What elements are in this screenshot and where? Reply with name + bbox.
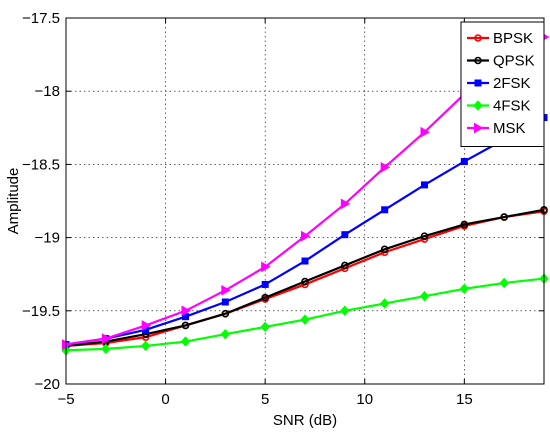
legend-item-4fsk: 4FSK xyxy=(467,98,531,115)
legend-item-2fsk: 2FSK xyxy=(467,75,531,92)
data-point-2fsk xyxy=(261,280,269,288)
series-line-qpsk xyxy=(65,208,545,348)
series-4fsk xyxy=(61,273,549,356)
axis-ticks xyxy=(65,17,544,385)
y-tick-label: −20 xyxy=(35,376,60,393)
legend-item-msk: MSK xyxy=(467,120,526,137)
x-tick-label: 5 xyxy=(261,391,269,408)
data-point-2fsk xyxy=(221,298,229,306)
data-point-qpsk xyxy=(301,277,309,286)
legend-marker-bpsk xyxy=(474,34,482,42)
data-point-msk xyxy=(181,305,192,317)
data-point-msk xyxy=(380,161,391,173)
legend-item-bpsk: BPSK xyxy=(467,30,533,47)
data-point-qpsk xyxy=(341,261,349,270)
data-point-msk xyxy=(261,261,271,273)
data-point-4fsk xyxy=(340,305,350,317)
legend-label-2fsk: 2FSK xyxy=(493,75,531,92)
data-point-4fsk xyxy=(220,328,231,340)
y-tick-label: −17.5 xyxy=(22,10,60,27)
legend: BPSK QPSK 2FSK 4FSK MSK xyxy=(460,21,545,147)
legend-marker-qpsk xyxy=(474,56,482,65)
data-point-4fsk xyxy=(180,336,191,347)
legend-marker-2fsk xyxy=(474,79,482,87)
legend-label-4fsk: 4FSK xyxy=(493,98,531,115)
data-point-2fsk xyxy=(381,206,389,214)
data-point-qpsk xyxy=(420,232,429,240)
data-point-4fsk xyxy=(260,321,270,333)
data-point-qpsk xyxy=(460,220,469,229)
data-point-2fsk xyxy=(460,157,468,165)
y-tick-label: −19.5 xyxy=(22,303,60,320)
data-point-2fsk xyxy=(341,231,349,239)
data-point-4fsk xyxy=(101,343,111,355)
data-point-4fsk xyxy=(379,298,390,309)
data-point-4fsk xyxy=(499,277,509,289)
data-point-4fsk xyxy=(459,283,470,295)
data-point-qpsk xyxy=(261,293,269,302)
data-point-2fsk xyxy=(301,257,309,265)
legend-label-msk: MSK xyxy=(493,120,526,137)
y-tick-label: −18.5 xyxy=(22,156,60,173)
data-point-msk xyxy=(420,126,431,138)
y-tick-label: −19 xyxy=(35,230,60,247)
data-point-4fsk xyxy=(300,314,310,325)
data-point-msk xyxy=(141,320,152,331)
legend-item-qpsk: QPSK xyxy=(467,53,535,70)
data-point-msk xyxy=(221,284,231,296)
x-tick-label: 10 xyxy=(356,391,373,408)
legend-label-bpsk: BPSK xyxy=(493,30,533,47)
legend-marker-4fsk xyxy=(473,100,483,111)
legend-marker-msk xyxy=(474,122,484,134)
y-tick-label: −18 xyxy=(35,83,60,100)
data-point-4fsk xyxy=(140,340,151,352)
y-axis-label: Amplitude xyxy=(5,168,22,235)
data-point-4fsk xyxy=(419,290,430,302)
legend-label-qpsk: QPSK xyxy=(493,53,535,70)
x-axis-label: SNR (dB) xyxy=(273,412,337,429)
data-point-msk xyxy=(340,198,351,210)
data-point-qpsk xyxy=(500,213,508,221)
data-point-qpsk xyxy=(181,321,190,330)
data-point-qpsk xyxy=(380,245,389,254)
x-tick-label: 15 xyxy=(456,391,473,408)
axis-tick-labels: −5 0 5 10 15 −20 −19.5 −19 −18.5 −18 −17.5 xyxy=(22,10,473,408)
plot-frame xyxy=(65,17,545,385)
data-point-msk xyxy=(101,333,112,344)
data-point-msk xyxy=(301,230,311,242)
x-tick-label: −5 xyxy=(57,391,74,408)
x-tick-label: 0 xyxy=(161,391,169,408)
data-point-2fsk xyxy=(421,181,428,189)
data-point-qpsk xyxy=(221,309,230,318)
